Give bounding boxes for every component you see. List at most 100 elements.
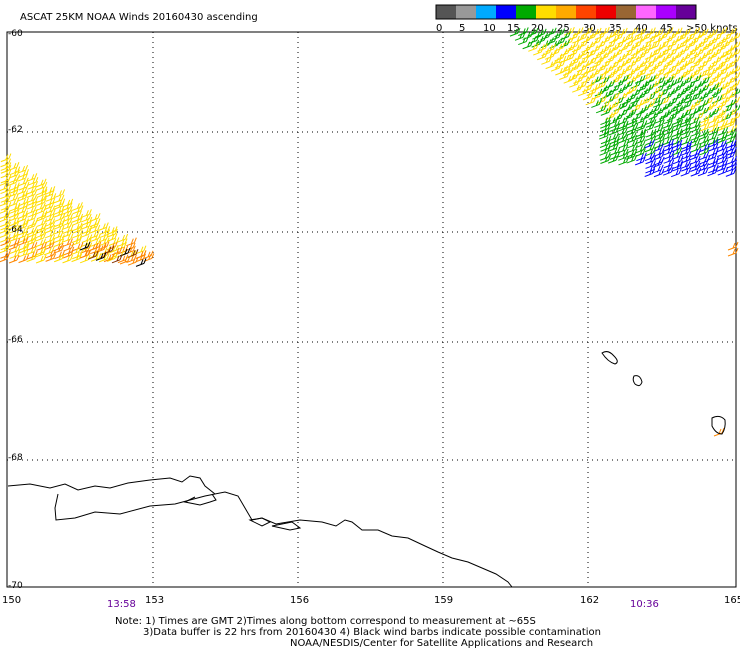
wind-barb — [699, 123, 710, 132]
wind-barb — [645, 155, 657, 165]
wind-barb — [546, 27, 557, 37]
wind-barb — [8, 254, 20, 264]
wind-barb — [591, 99, 602, 108]
wind-barb — [627, 27, 639, 36]
wind-barb — [658, 63, 670, 72]
wind-barb — [703, 63, 715, 73]
wind-barb — [600, 155, 611, 164]
wind-barb — [608, 126, 619, 136]
legend-swatch — [436, 5, 457, 19]
wind-barb — [514, 32, 526, 41]
wind-barb — [716, 143, 728, 153]
wind-barb — [45, 193, 57, 202]
wind-barb — [71, 210, 82, 220]
wind-barb — [53, 245, 65, 254]
wind-barb — [585, 96, 597, 106]
wind-barb — [62, 221, 73, 230]
longitude-labels: 150 153 156 159 162 165 — [2, 595, 740, 606]
wind-barb — [668, 104, 679, 114]
wind-barb — [672, 155, 684, 165]
wind-barb — [688, 36, 700, 45]
legend-label: 35 — [609, 23, 622, 34]
wind-barb — [677, 39, 688, 49]
wind-barb — [645, 164, 656, 174]
wind-barb — [528, 35, 540, 44]
wind-barb — [644, 168, 656, 177]
wind-barb — [52, 230, 64, 240]
wind-barb — [653, 151, 665, 161]
wind-barb — [90, 245, 101, 255]
wind-barb — [591, 75, 602, 85]
wind-barb — [586, 31, 597, 41]
wind-barb — [703, 71, 714, 80]
wind-barb — [698, 151, 710, 161]
wind-barbs — [0, 26, 740, 437]
wind-barb — [600, 135, 612, 145]
wind-barb — [577, 87, 589, 97]
wind-barb — [713, 427, 725, 437]
wind-barb — [608, 154, 619, 164]
wind-barb — [26, 200, 38, 210]
wind-barb — [44, 224, 56, 234]
wind-barb — [635, 35, 646, 45]
wind-barb — [8, 185, 20, 195]
wind-barb — [26, 189, 38, 198]
wind-barb — [726, 67, 738, 77]
legend-swatch — [656, 5, 677, 19]
note-line-1: Note: 1) Times are GMT 2)Times along bot… — [115, 616, 536, 627]
wind-barb — [654, 128, 665, 138]
wind-barb — [9, 245, 21, 254]
wind-barb — [89, 224, 101, 234]
wind-barb — [17, 221, 29, 231]
wind-barb — [713, 40, 724, 49]
wind-barb — [119, 255, 131, 265]
wind-barb — [18, 234, 29, 244]
wind-barb — [53, 253, 65, 263]
wind-barb — [0, 253, 10, 263]
wind-barb — [645, 35, 657, 44]
wind-barb — [0, 213, 10, 223]
wind-barb — [0, 205, 10, 214]
wind-barb — [708, 156, 719, 166]
legend-label: 45 — [660, 23, 673, 34]
wind-barb — [17, 230, 28, 240]
wind-barb — [635, 115, 646, 125]
note-line-2: 3)Data buffer is 22 hrs from 20160430 4)… — [143, 627, 601, 638]
wind-barb — [626, 119, 638, 129]
wind-barb — [98, 241, 110, 250]
wind-barb — [117, 233, 129, 243]
wind-barb — [62, 249, 74, 259]
legend-swatch — [456, 5, 477, 19]
wind-barb — [618, 139, 630, 149]
wind-barb — [626, 154, 638, 164]
legend-label: 40 — [635, 23, 648, 34]
latitude-label: -60 — [8, 29, 23, 39]
wind-barb — [717, 127, 729, 136]
wind-barb — [713, 63, 724, 72]
legend-label: 10 — [483, 23, 496, 34]
wind-barb — [595, 80, 607, 90]
wind-barb — [35, 238, 47, 248]
wind-barb — [725, 119, 736, 128]
legend-label: 5 — [459, 23, 465, 34]
wind-barb — [600, 67, 611, 76]
wind-barb — [18, 201, 29, 210]
lat-lon-grid — [7, 32, 736, 587]
wind-barb — [53, 225, 65, 235]
latitude-label: -64 — [8, 225, 23, 235]
wind-barb — [636, 83, 648, 92]
wind-barb — [626, 127, 637, 136]
wind-barb — [62, 198, 74, 208]
wind-barb — [509, 27, 521, 37]
wind-barb — [672, 160, 684, 170]
wind-barb — [644, 139, 655, 149]
wind-barb — [135, 258, 147, 267]
wind-barb — [681, 162, 692, 172]
wind-barb — [36, 212, 47, 222]
wind-barb — [708, 115, 719, 124]
wind-barb — [607, 116, 619, 126]
wind-barb — [689, 43, 701, 53]
wind-barb — [555, 66, 566, 76]
wind-barb — [599, 139, 611, 148]
wind-barb — [0, 229, 11, 238]
